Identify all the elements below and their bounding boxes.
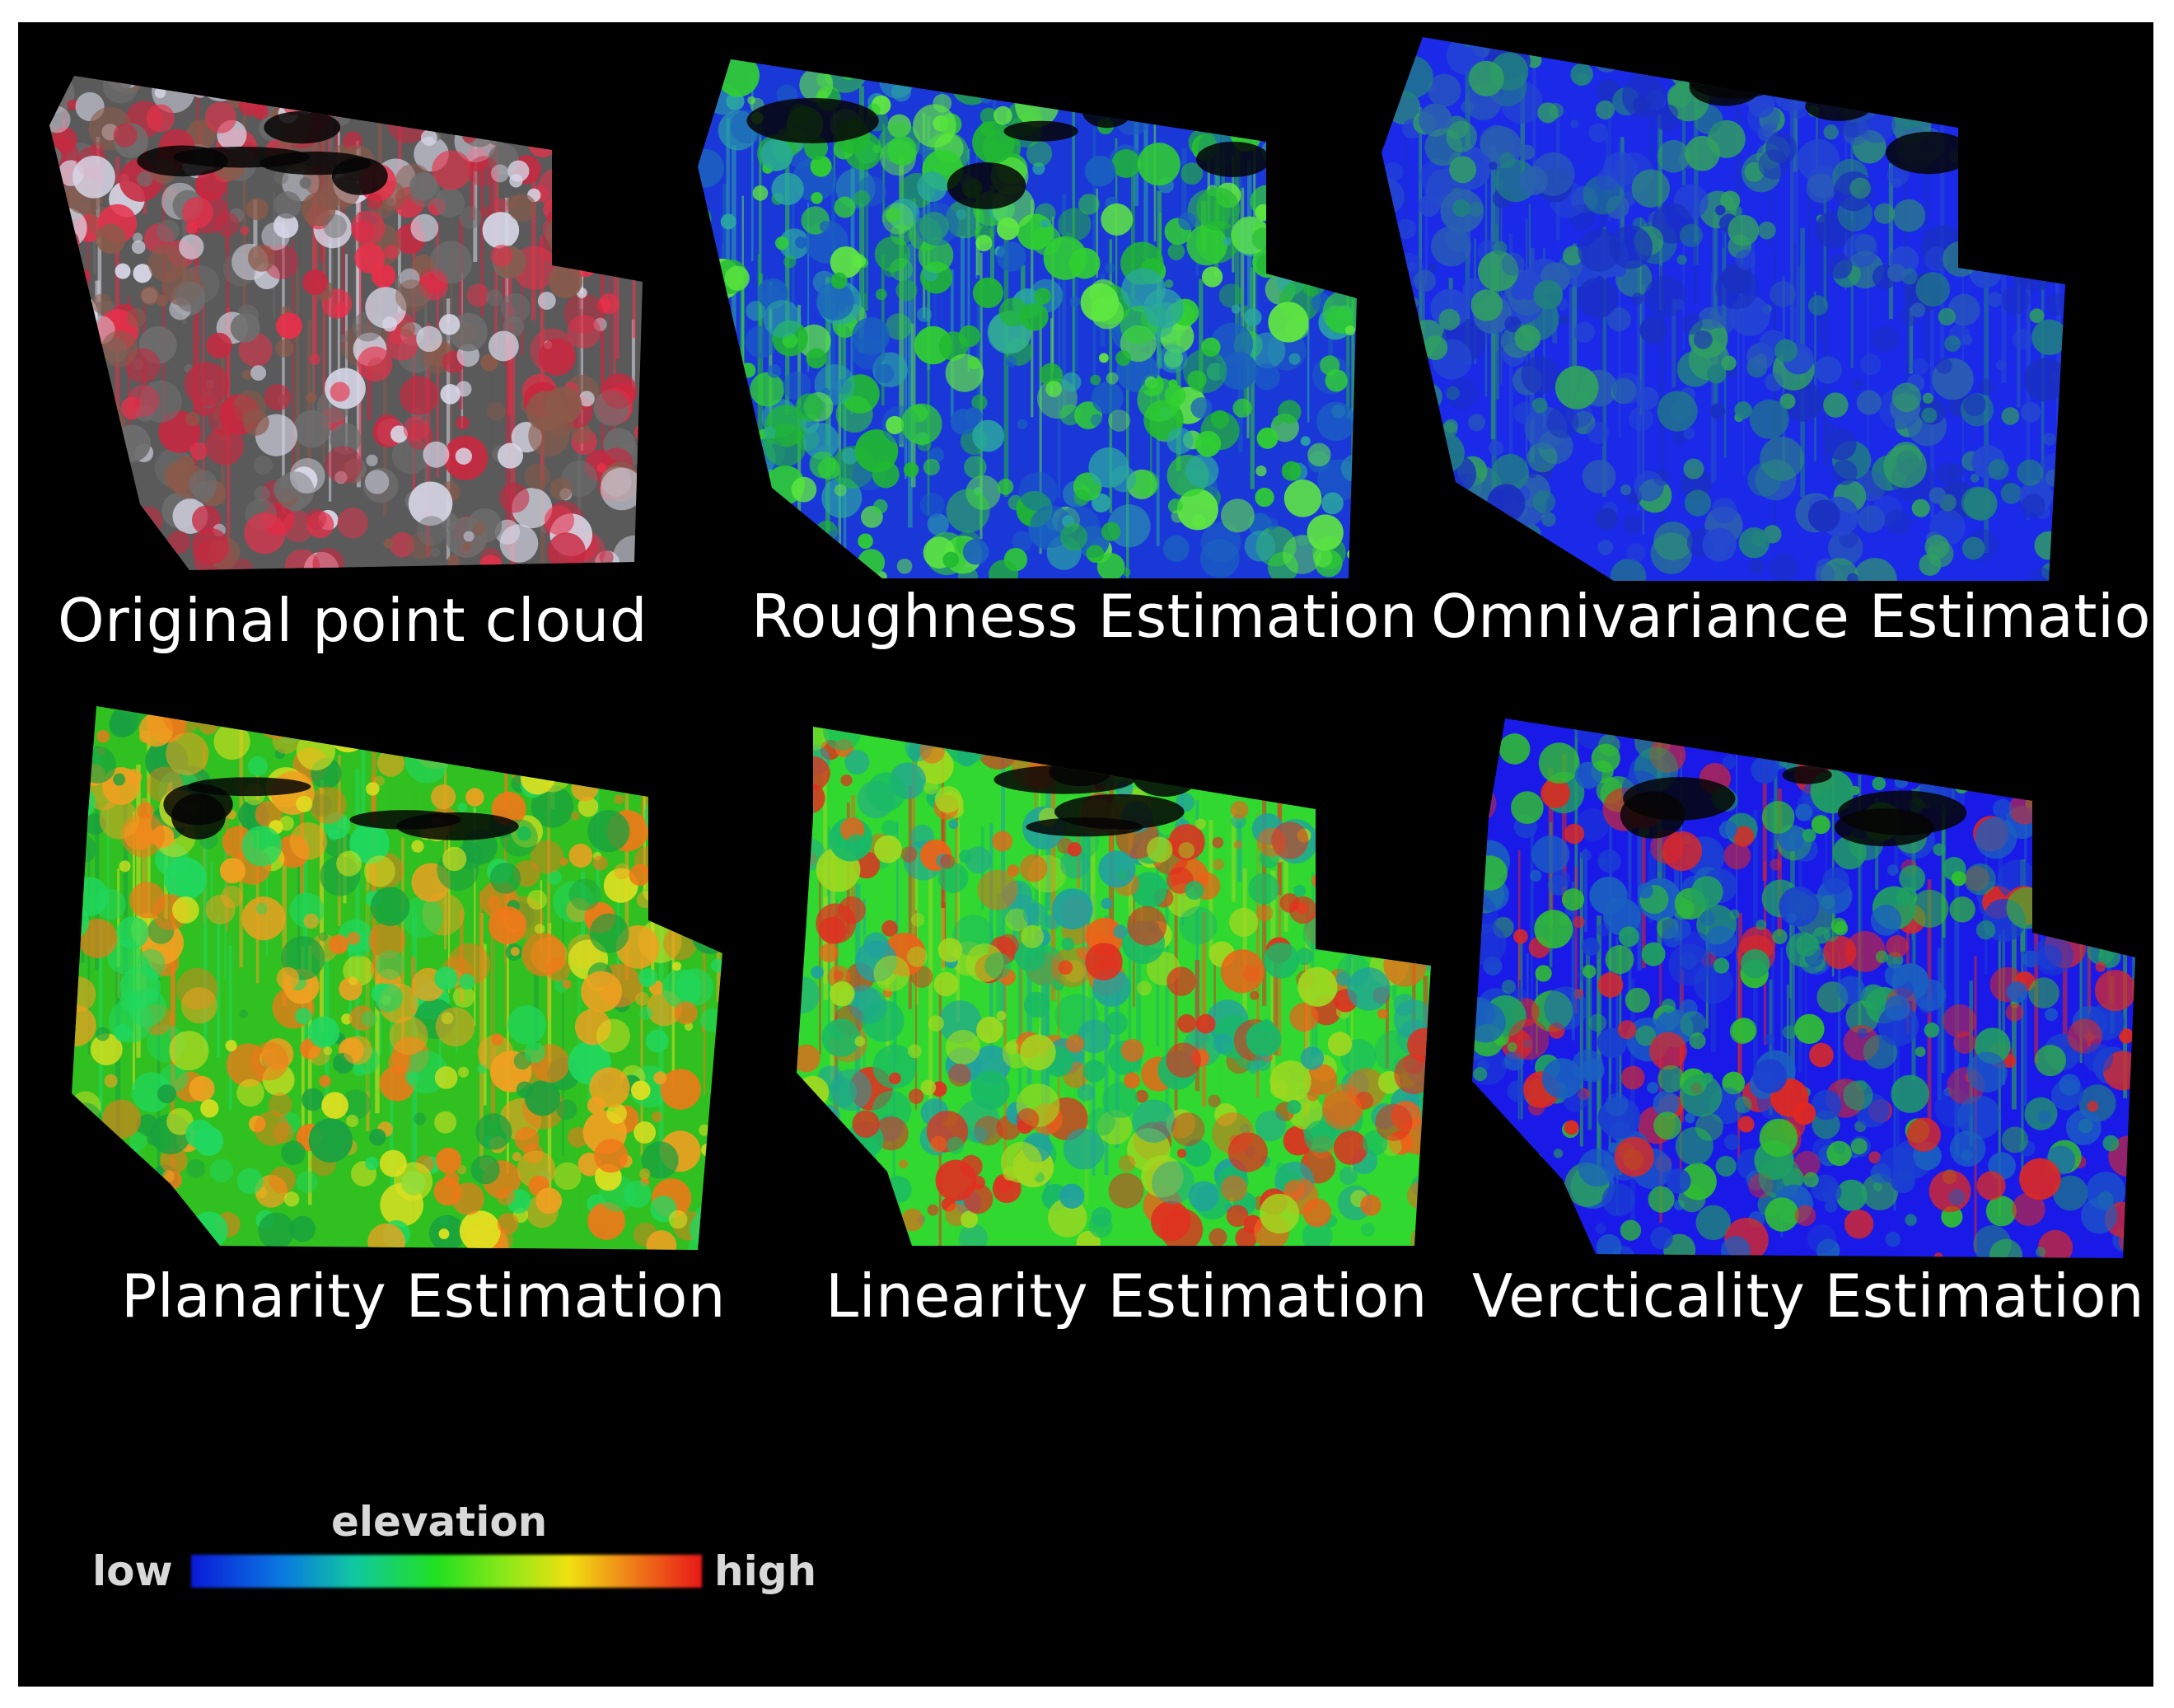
- panel-verticality: [1472, 718, 2135, 1258]
- caption-omnivariance: Omnivariance Estimation: [1431, 582, 2153, 651]
- caption-roughness: Roughness Estimation: [751, 582, 1419, 651]
- caption-planarity: Planarity Estimation: [121, 1261, 727, 1331]
- legend-title: elevation: [331, 1498, 548, 1546]
- caption-verticality: Vercticality Estimation: [1472, 1261, 2145, 1331]
- legend-color-bar: [191, 1555, 702, 1588]
- panel-roughness: [698, 59, 1357, 578]
- panel-omnivariance: [1382, 37, 2065, 581]
- legend-low-label: low: [92, 1547, 173, 1595]
- panel-planarity: [72, 706, 722, 1250]
- legend-high-label: high: [714, 1547, 817, 1595]
- panel-original-point-cloud: [49, 76, 643, 570]
- caption-original-point-cloud: Original point cloud: [58, 586, 648, 655]
- panel-linearity: [797, 727, 1431, 1246]
- caption-linearity: Linearity Estimation: [825, 1261, 1428, 1331]
- figure-frame: Original point cloud Roughness Estimatio…: [18, 22, 2153, 1687]
